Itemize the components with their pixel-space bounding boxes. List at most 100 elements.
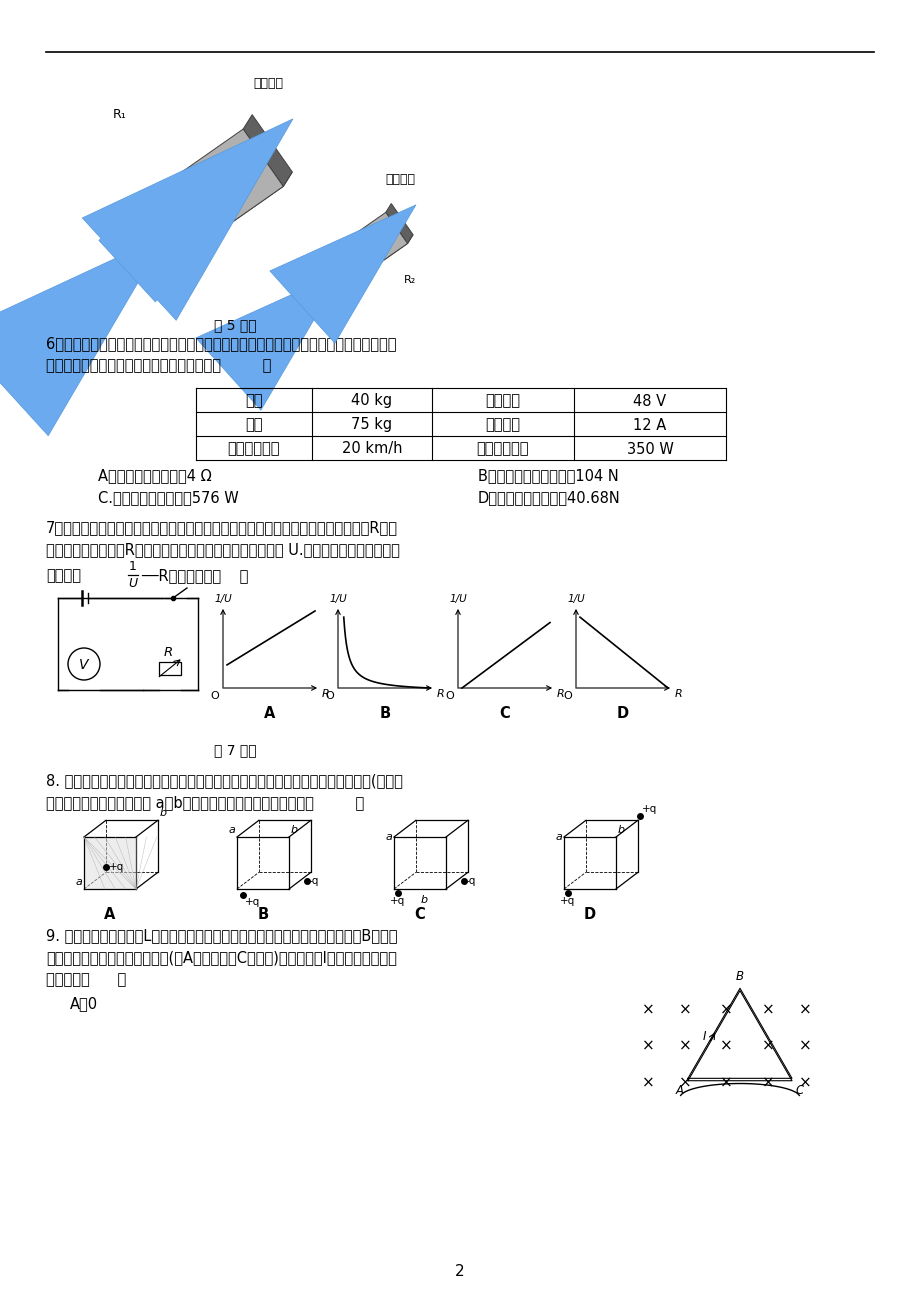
Text: R: R xyxy=(556,689,564,699)
Text: ×: × xyxy=(798,1075,811,1091)
Text: ×: × xyxy=(641,1003,653,1017)
Text: ×: × xyxy=(798,1003,811,1017)
Text: 所得到的: 所得到的 xyxy=(46,568,81,583)
Text: b: b xyxy=(160,809,166,819)
Text: A: A xyxy=(104,907,116,922)
Text: O: O xyxy=(445,691,453,700)
Text: R₂: R₂ xyxy=(403,275,415,285)
Text: A: A xyxy=(675,1083,683,1096)
Text: 8. 如图所示的真空空间中，仅在正方体中的黑点处存在着电荷量大小相等的点电荷(电荷的: 8. 如图所示的真空空间中，仅在正方体中的黑点处存在着电荷量大小相等的点电荷(电… xyxy=(46,773,403,788)
Text: C: C xyxy=(414,907,425,922)
Text: D: D xyxy=(617,706,629,721)
Text: ×: × xyxy=(678,1075,690,1091)
Text: ×: × xyxy=(678,1003,690,1017)
Text: +q: +q xyxy=(108,862,124,872)
Text: 6．下表列出了某品牌电动自行车及所用电动机的主要技术参数，不计其自身机械损耗，若: 6．下表列出了某品牌电动自行车及所用电动机的主要技术参数，不计其自身机械损耗，若 xyxy=(46,336,396,352)
Text: B: B xyxy=(735,970,743,983)
Text: ──R图象应该是（    ）: ──R图象应该是（ ） xyxy=(141,568,248,583)
Text: 额定电压: 额定电压 xyxy=(485,393,520,409)
Text: +q: +q xyxy=(244,897,260,907)
Text: -q: -q xyxy=(309,876,319,885)
Text: a: a xyxy=(75,878,82,887)
Text: ×: × xyxy=(719,1003,732,1017)
Text: 正负图中已标注），则图中 a、b两点电场强度和电势均相同的是（         ）: 正负图中已标注），则图中 a、b两点电场强度和电势均相同的是（ ） xyxy=(46,796,364,810)
Text: O: O xyxy=(325,691,334,700)
Text: 350 W: 350 W xyxy=(626,441,673,457)
Text: C.电动机的输入功率为576 W: C.电动机的输入功率为576 W xyxy=(98,490,239,505)
Text: I: I xyxy=(701,1030,705,1043)
Polygon shape xyxy=(84,837,136,889)
Polygon shape xyxy=(176,172,292,260)
Text: R: R xyxy=(437,689,444,699)
Polygon shape xyxy=(137,129,283,260)
Text: C: C xyxy=(499,706,510,721)
Text: 40 kg: 40 kg xyxy=(351,393,392,409)
Text: 1/U: 1/U xyxy=(214,594,232,604)
Text: B．该车获得的牵引力为104 N: B．该车获得的牵引力为104 N xyxy=(478,467,618,483)
Text: a: a xyxy=(228,825,234,835)
Text: O: O xyxy=(562,691,572,700)
Text: R: R xyxy=(675,689,682,699)
Text: 1: 1 xyxy=(129,560,137,573)
Text: 磁场力为（      ）: 磁场力为（ ） xyxy=(46,973,126,987)
Text: ×: × xyxy=(761,1039,774,1053)
Text: A: A xyxy=(264,706,276,721)
Text: 载重: 载重 xyxy=(245,418,263,432)
Text: ×: × xyxy=(719,1075,732,1091)
Text: 电流方向: 电流方向 xyxy=(384,173,414,186)
Text: ×: × xyxy=(641,1075,653,1091)
Text: 1/U: 1/U xyxy=(329,594,346,604)
Text: D．该车受到的阻力为40.68N: D．该车受到的阻力为40.68N xyxy=(478,490,620,505)
Text: b: b xyxy=(290,825,298,835)
Text: 48 V: 48 V xyxy=(633,393,666,409)
Text: +q: +q xyxy=(560,896,575,906)
Text: B: B xyxy=(257,907,268,922)
Text: -q: -q xyxy=(465,876,476,885)
Bar xyxy=(159,661,181,674)
Text: 自重: 自重 xyxy=(245,393,263,409)
Text: ×: × xyxy=(641,1039,653,1053)
Text: 20 km/h: 20 km/h xyxy=(341,441,402,457)
Text: D: D xyxy=(584,907,596,922)
Text: a: a xyxy=(554,832,562,842)
Text: 磁场中。若通以图示方向的电流(从A点流入，从C点流出)，电流强度I，则金属框受到的: 磁场中。若通以图示方向的电流(从A点流入，从C点流出)，电流强度I，则金属框受到… xyxy=(46,950,396,965)
Text: +q: +q xyxy=(641,805,656,814)
Text: b: b xyxy=(420,894,427,905)
Text: ×: × xyxy=(678,1039,690,1053)
Text: O: O xyxy=(210,691,219,700)
Polygon shape xyxy=(243,115,292,186)
Polygon shape xyxy=(350,234,413,284)
Text: ×: × xyxy=(761,1003,774,1017)
Text: B: B xyxy=(379,706,391,721)
Text: U: U xyxy=(129,577,138,590)
Text: ×: × xyxy=(719,1039,732,1053)
Polygon shape xyxy=(385,203,413,243)
Text: 1/U: 1/U xyxy=(566,594,584,604)
Text: 额定输出功率: 额定输出功率 xyxy=(476,441,528,457)
Text: ×: × xyxy=(761,1075,774,1091)
Text: 该车在额定状态下以最大运行速度行驶，则（         ）: 该车在额定状态下以最大运行速度行驶，则（ ） xyxy=(46,358,271,372)
Text: 12 A: 12 A xyxy=(632,418,666,432)
Text: A．0: A．0 xyxy=(70,996,98,1010)
Text: b: b xyxy=(618,825,624,835)
Text: C: C xyxy=(795,1083,803,1096)
Text: 1/U: 1/U xyxy=(448,594,466,604)
Text: V: V xyxy=(79,658,88,672)
Text: 最大行驶速度: 最大行驶速度 xyxy=(228,441,280,457)
Text: R₁: R₁ xyxy=(113,108,127,121)
Text: ×: × xyxy=(798,1039,811,1053)
Text: 第 5 题图: 第 5 题图 xyxy=(213,318,256,332)
Text: a: a xyxy=(385,832,391,842)
Text: 2: 2 xyxy=(455,1264,464,1280)
Text: 7．利用下面左图所示电路可以测出电压表的内阻．已知电源的内阻可以忽略不计，R为电: 7．利用下面左图所示电路可以测出电压表的内阻．已知电源的内阻可以忽略不计，R为电 xyxy=(46,519,398,535)
Text: +q: +q xyxy=(390,896,405,906)
Text: 额定电流: 额定电流 xyxy=(485,418,520,432)
Text: 电流方向: 电流方向 xyxy=(253,77,283,90)
Text: 第 7 题图: 第 7 题图 xyxy=(213,743,256,756)
Polygon shape xyxy=(328,212,407,284)
Text: 9. 如图所示，一个边长L、三边电阻相同的正三角形金属框放置在磁感应强度为B的匀强: 9. 如图所示，一个边长L、三边电阻相同的正三角形金属框放置在磁感应强度为B的匀… xyxy=(46,928,397,943)
Text: 75 kg: 75 kg xyxy=(351,418,392,432)
Text: R: R xyxy=(322,689,329,699)
Text: R: R xyxy=(164,646,173,659)
Text: 阻箱．闭合开关，当R取不同阻值时，电压表对应有不同读数 U.多次改变电阻箱的阻值，: 阻箱．闭合开关，当R取不同阻值时，电压表对应有不同读数 U.多次改变电阻箱的阻值… xyxy=(46,542,400,557)
